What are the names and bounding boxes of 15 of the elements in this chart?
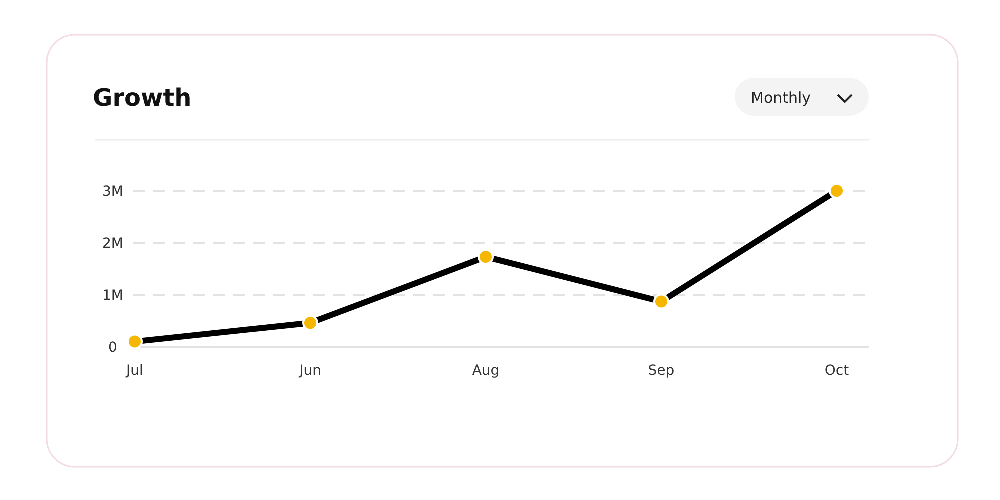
x-tick-label: Oct (824, 363, 850, 379)
chart-title: Growth (93, 84, 192, 112)
point (829, 183, 845, 199)
text: Monthly (751, 89, 812, 107)
point (127, 334, 143, 350)
y-tick-label: 3M (102, 184, 124, 200)
y-tick-label: 1M (102, 288, 124, 304)
x-tick-label: Jul (126, 363, 144, 379)
point (654, 294, 670, 310)
x-tick-label: Aug (472, 363, 500, 379)
x-tick-label: Sep (648, 363, 675, 379)
point (302, 315, 318, 332)
y-tick-label: 0 (108, 340, 118, 356)
y-tick-label: 2M (102, 236, 124, 252)
x-tick-label: Jun (298, 363, 322, 379)
